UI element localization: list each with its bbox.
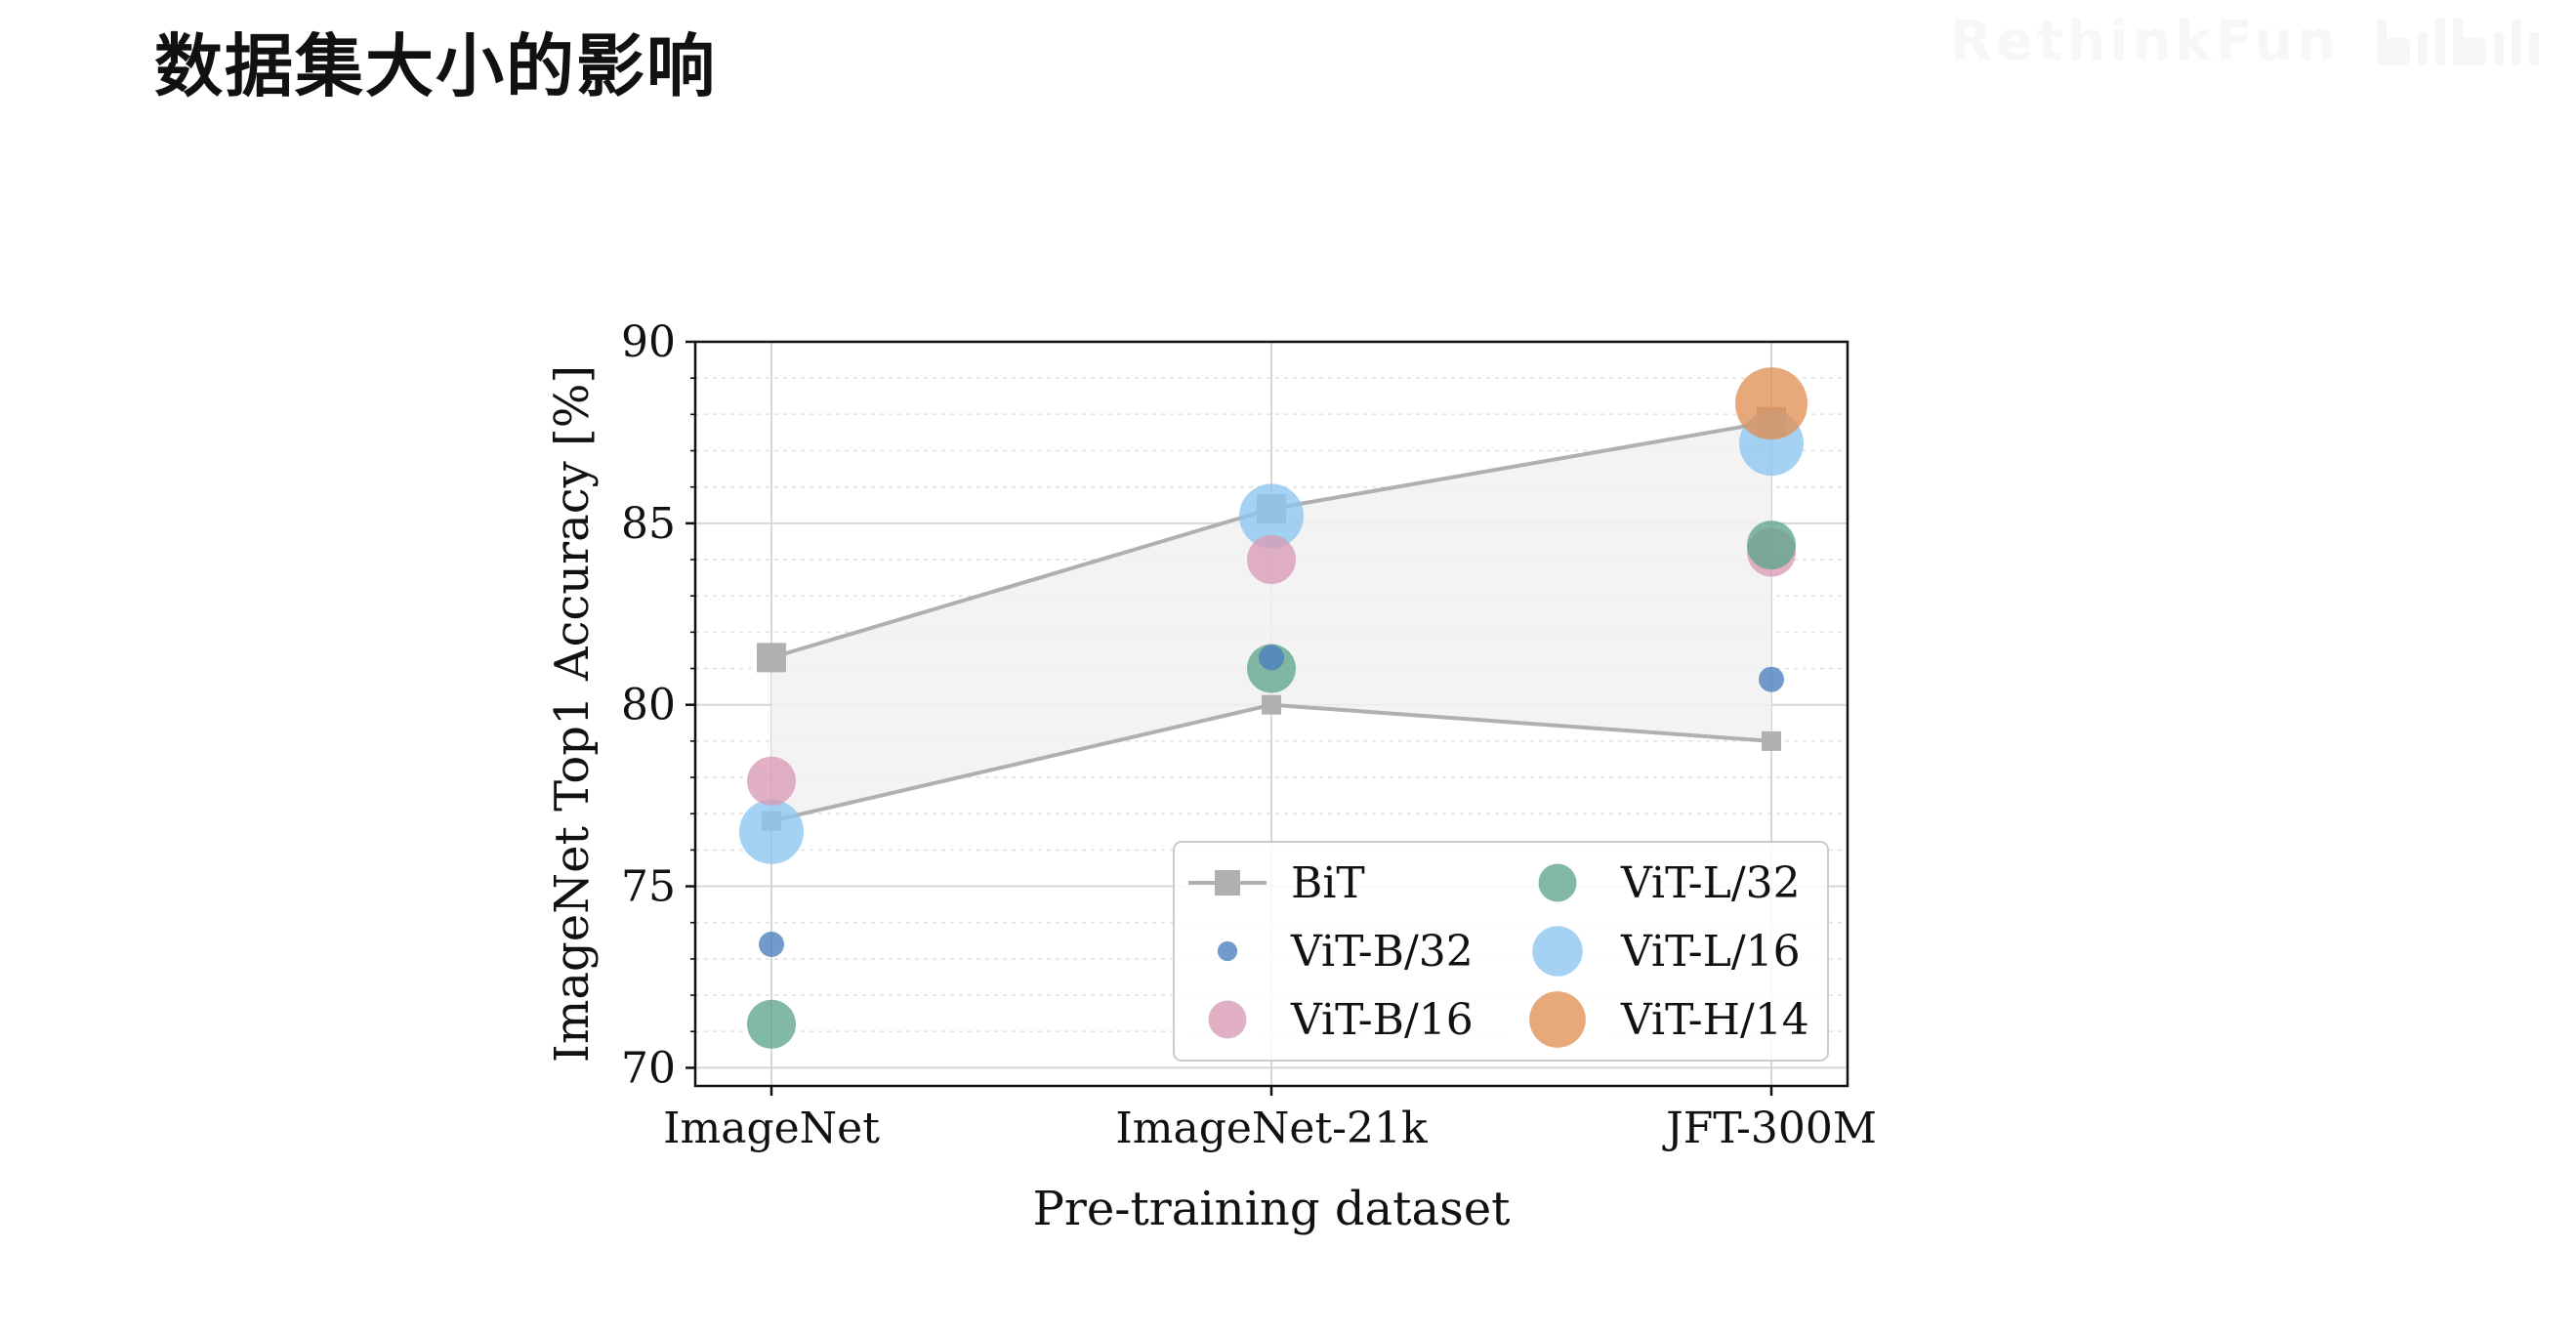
bit-marker-small xyxy=(1262,694,1281,715)
bilibili-logo-icon xyxy=(2377,18,2539,65)
legend-label: ViT-L/16 xyxy=(1620,927,1801,977)
legend-label: ViT-B/16 xyxy=(1290,995,1474,1045)
point-vit-b-16 xyxy=(747,756,796,806)
x-tick-label: JFT-300M xyxy=(1662,1104,1877,1153)
legend-marker xyxy=(1208,1000,1247,1039)
bit-marker-large xyxy=(757,643,786,673)
legend-box xyxy=(1173,841,1829,1062)
legend-marker xyxy=(1529,991,1586,1048)
point-vit-l-32 xyxy=(747,999,796,1049)
point-vit-b-32 xyxy=(1259,645,1284,671)
x-tick-label: ImageNet-21k xyxy=(1115,1104,1428,1153)
point-vit-h-14 xyxy=(1735,367,1807,440)
y-tick-label: 90 xyxy=(621,317,676,367)
x-axis: ImageNet ImageNet-21k JFT-300M xyxy=(663,1086,1877,1153)
data-points xyxy=(739,367,1807,1049)
legend-label: ViT-L/32 xyxy=(1620,858,1801,908)
y-axis-label: ImageNet Top1 Accuracy [%] xyxy=(545,365,600,1063)
y-tick-label: 85 xyxy=(621,499,676,549)
point-vit-l-16 xyxy=(1239,483,1304,549)
slide-title: 数据集大小的影响 xyxy=(154,26,717,106)
legend-marker xyxy=(1217,940,1238,962)
legend-marker xyxy=(1532,926,1583,977)
y-tick-label: 75 xyxy=(621,862,676,912)
x-tick-label: ImageNet xyxy=(663,1104,880,1153)
y-axis: 70 75 80 85 90 xyxy=(621,317,695,1093)
point-vit-l-32 xyxy=(1747,521,1796,570)
legend-bit-marker xyxy=(1215,870,1240,896)
legend-label: BiT xyxy=(1291,858,1365,908)
bit-marker-small xyxy=(1762,730,1781,751)
point-vit-b-16 xyxy=(1247,535,1296,585)
point-vit-b-32 xyxy=(759,932,784,958)
legend-label: ViT-B/32 xyxy=(1290,927,1474,977)
point-vit-l-16 xyxy=(739,799,804,864)
y-tick-label: 70 xyxy=(621,1043,676,1093)
watermark: RethinkFun xyxy=(1950,10,2558,73)
watermark-text: RethinkFun xyxy=(1949,10,2340,73)
legend-marker xyxy=(1538,863,1577,902)
y-tick-label: 80 xyxy=(621,681,676,730)
legend: BiT ViT-B/32 ViT-B/16 ViT-L/32 ViT-L/16 ViT-H… xyxy=(1173,841,1829,1062)
point-vit-b-32 xyxy=(1759,666,1784,692)
x-axis-label: Pre-training dataset xyxy=(1033,1182,1511,1236)
legend-label: ViT-H/14 xyxy=(1620,995,1809,1045)
